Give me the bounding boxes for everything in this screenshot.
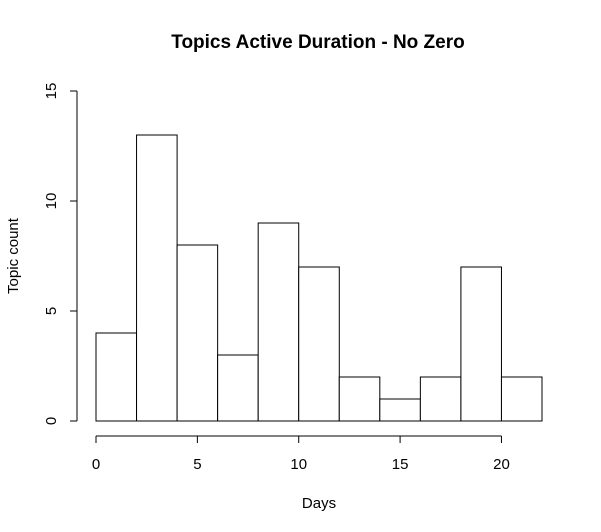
chart-title: Topics Active Duration - No Zero [171,32,464,53]
histogram-bar [298,266,340,422]
histogram-bar [176,244,219,422]
x-axis-label: Days [302,495,336,512]
histogram-bar [95,332,138,422]
x-tick-label: 5 [193,456,201,473]
histogram-bar [500,376,543,422]
bars-group [95,134,543,422]
histogram-bar [217,354,259,422]
y-axis-label: Topic count [5,217,22,294]
histogram-bar [460,266,502,422]
y-axis: 0 5 10 15 [43,83,78,425]
y-tick-label: 0 [43,417,60,425]
histogram-bar [379,398,421,422]
histogram-bar [136,134,178,422]
histogram-bar [338,376,381,422]
histogram-bar [419,376,462,422]
x-tick-label: 20 [493,456,510,473]
y-tick-label: 10 [43,193,60,210]
histogram-bar [257,222,300,422]
x-axis: 0 5 10 15 20 [92,435,510,473]
x-tick-label: 10 [290,456,307,473]
y-tick-label: 15 [43,83,60,100]
x-tick-label: 15 [392,456,409,473]
x-tick-label: 0 [92,456,100,473]
y-tick-label: 5 [43,307,60,315]
